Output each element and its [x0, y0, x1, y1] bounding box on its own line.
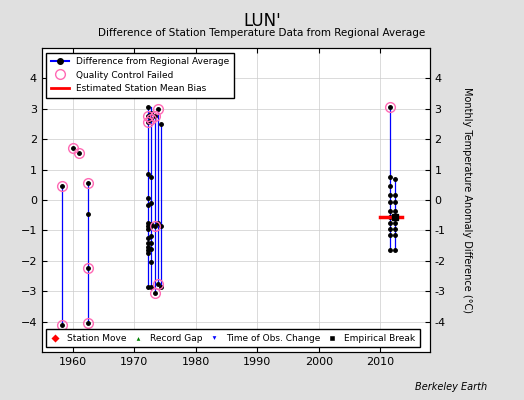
Text: Berkeley Earth: Berkeley Earth [415, 382, 487, 392]
Legend: Station Move, Record Gap, Time of Obs. Change, Empirical Break: Station Move, Record Gap, Time of Obs. C… [47, 330, 420, 348]
Y-axis label: Monthly Temperature Anomaly Difference (°C): Monthly Temperature Anomaly Difference (… [462, 87, 472, 313]
Text: Difference of Station Temperature Data from Regional Average: Difference of Station Temperature Data f… [99, 28, 425, 38]
Text: LUN': LUN' [243, 12, 281, 30]
